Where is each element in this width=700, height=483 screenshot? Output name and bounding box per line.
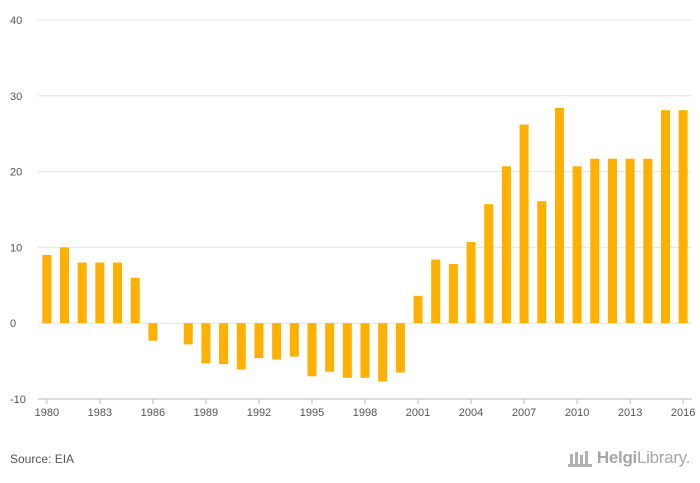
bar-1994[interactable] (289, 323, 299, 357)
x-tick-label: 1992 (247, 407, 271, 419)
source-label: Source: EIA (10, 452, 75, 466)
x-tick-label: 2007 (512, 407, 536, 419)
y-tick-label: 20 (10, 167, 22, 179)
y-tick-label: 30 (10, 91, 22, 103)
bar-1998[interactable] (360, 323, 370, 378)
x-tick-label: 2001 (406, 407, 430, 419)
bar-2013[interactable] (625, 158, 635, 324)
y-tick-label: 0 (10, 318, 16, 330)
bar-2012[interactable] (607, 158, 617, 324)
bar-2010[interactable] (572, 166, 582, 324)
brand-name: HelgiLibrary. (597, 448, 690, 468)
bar-1993[interactable] (272, 323, 282, 360)
brand-logo[interactable]: HelgiLibrary. (567, 448, 690, 468)
x-tick-label: 1983 (88, 407, 112, 419)
x-tick-label: 1989 (194, 407, 218, 419)
y-axis: -10 0 10 20 30 40 (10, 15, 26, 406)
bar-2007[interactable] (519, 124, 529, 324)
bar-2011[interactable] (590, 158, 600, 324)
bar-1991[interactable] (236, 323, 246, 370)
bar-1996[interactable] (325, 323, 335, 372)
bar-1988[interactable] (183, 323, 193, 345)
x-tick-label: 1980 (35, 407, 59, 419)
y-tick-label: 40 (10, 15, 22, 27)
bar-2015[interactable] (660, 110, 670, 324)
brand-name-part2: Library. (636, 448, 690, 467)
bar-1989[interactable] (201, 323, 211, 364)
x-tick-label: 2016 (671, 407, 695, 419)
x-tick-label: 1998 (353, 407, 377, 419)
bar-1981[interactable] (60, 247, 70, 324)
bar-2009[interactable] (554, 107, 564, 324)
x-tick-label: 1986 (141, 407, 165, 419)
brand-name-part1: Helgi (596, 448, 637, 467)
bar-1995[interactable] (307, 323, 317, 377)
bar-2006[interactable] (501, 166, 511, 324)
bar-1982[interactable] (77, 262, 87, 324)
bars (42, 107, 688, 382)
bar-2014[interactable] (643, 158, 653, 324)
x-tick-label: 1995 (300, 407, 324, 419)
bar-1990[interactable] (219, 323, 229, 365)
x-tick-label: 2004 (459, 407, 483, 419)
bar-1984[interactable] (113, 262, 123, 324)
bar-2005[interactable] (484, 204, 494, 324)
bar-2016[interactable] (678, 110, 688, 324)
bar-2001[interactable] (413, 295, 423, 324)
bar-2004[interactable] (466, 242, 476, 324)
library-icon (567, 451, 592, 467)
bar-chart: -10 0 10 20 30 40 1980 1983 1986 1989 1992 1995 199… (10, 15, 695, 419)
bar-2008[interactable] (537, 201, 547, 324)
bar-1992[interactable] (254, 323, 264, 359)
x-tick-label: 2010 (565, 407, 589, 419)
y-tick-label: 10 (10, 242, 22, 254)
bar-2002[interactable] (431, 259, 441, 324)
bar-1997[interactable] (342, 323, 352, 378)
bar-1986[interactable] (148, 323, 158, 341)
y-tick-label: -10 (10, 394, 26, 406)
bar-1983[interactable] (95, 262, 105, 324)
grid-lines (38, 19, 692, 324)
bar-2003[interactable] (448, 264, 458, 324)
x-tick-label: 2013 (618, 407, 642, 419)
footer: Source: EIA HelgiLibrary. (0, 440, 700, 483)
bar-1985[interactable] (130, 277, 140, 324)
bar-1999[interactable] (378, 323, 388, 382)
bar-1980[interactable] (42, 254, 52, 324)
bar-2000[interactable] (395, 323, 405, 373)
x-axis: 1980 1983 1986 1989 1992 1995 1998 2001 2004 2007… (35, 399, 695, 419)
